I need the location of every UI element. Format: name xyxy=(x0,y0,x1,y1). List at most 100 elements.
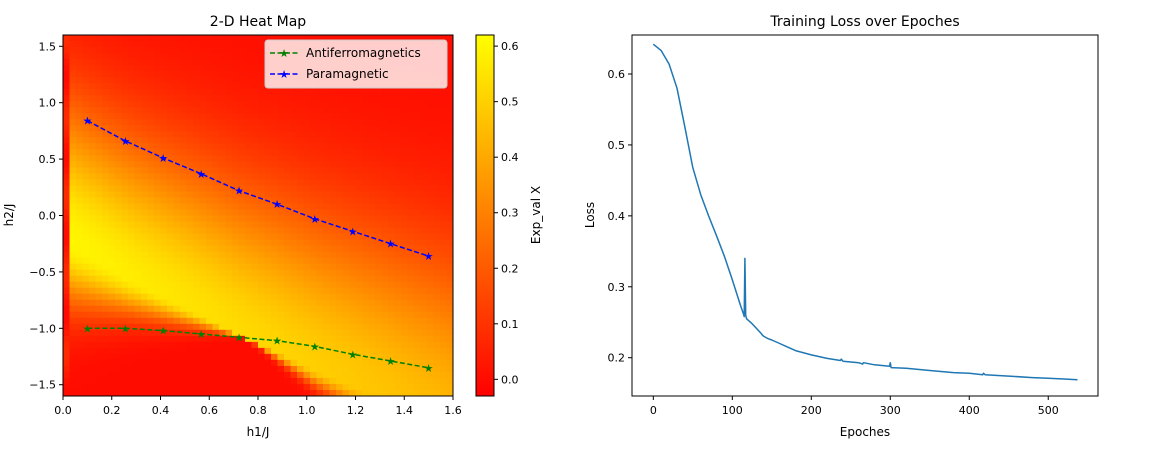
heatmap-cell xyxy=(115,203,123,211)
heatmap-cell xyxy=(258,389,266,396)
heatmap-cell xyxy=(115,239,123,247)
heatmap-cell xyxy=(167,221,175,229)
heatmap-cell xyxy=(303,233,311,241)
heatmap-cell xyxy=(63,83,71,90)
heatmap-cell xyxy=(323,365,331,373)
heatmap-cell xyxy=(277,215,285,223)
heatmap-cell xyxy=(355,329,363,337)
heatmap-cell xyxy=(414,263,422,271)
heatmap-cell xyxy=(141,281,149,289)
heatmap-cell xyxy=(342,131,350,138)
heatmap-cell xyxy=(160,197,168,205)
heatmap-cell xyxy=(238,317,246,325)
heatmap-cell xyxy=(277,353,285,361)
heatmap-cell xyxy=(388,299,396,307)
heatmap-cell xyxy=(245,251,253,259)
heatmap-cell xyxy=(420,35,428,42)
heatmap-cell xyxy=(69,233,77,241)
series-point-paramagnetic: ★ xyxy=(310,213,320,226)
heatmap-cell xyxy=(147,191,155,199)
heatmap-cell xyxy=(375,197,383,205)
heatmap-cell xyxy=(82,197,90,205)
heatmap-cell xyxy=(108,275,116,283)
heatmap-cell xyxy=(284,335,292,343)
heatmap-cell xyxy=(82,89,90,96)
heatmap-cell xyxy=(323,281,331,289)
heatmap-cell xyxy=(277,137,285,144)
series-point-antiferromagnetics: ★ xyxy=(196,328,206,341)
heatmap-cell xyxy=(329,215,337,223)
heatmap-cell xyxy=(303,365,311,373)
heatmap-cell xyxy=(167,275,175,283)
heatmap-cell xyxy=(128,65,136,72)
heatmap-cell xyxy=(427,101,435,108)
heatmap-cell xyxy=(433,347,441,355)
heatmap-cell xyxy=(310,299,318,307)
heatmap-cell xyxy=(355,221,363,229)
heatmap-cell xyxy=(381,185,389,193)
heatmap-cell xyxy=(427,161,435,168)
heatmap-cell xyxy=(388,95,396,102)
heatmap-cell xyxy=(154,233,162,241)
heatmap-cell xyxy=(394,287,402,295)
heatmap-cell xyxy=(147,131,155,138)
heatmap-cell xyxy=(310,317,318,325)
heatmap-cell xyxy=(154,221,162,229)
heatmap-cell xyxy=(258,377,266,385)
heatmap-legend: ★ Antiferromagnetics ★ Paramagnetic xyxy=(264,39,448,89)
heatmap-cell xyxy=(414,203,422,211)
heatmap-cell xyxy=(76,209,84,217)
heatmap-cell xyxy=(355,359,363,367)
heatmap-cell xyxy=(264,173,272,180)
heatmap-cell xyxy=(251,311,259,319)
heatmap-cell xyxy=(160,269,168,277)
heatmap-cell xyxy=(141,305,149,313)
heatmap-cell xyxy=(310,227,318,235)
heatmap-cell xyxy=(193,197,201,205)
heatmap-cell xyxy=(420,221,428,229)
heatmap-cell xyxy=(401,383,409,391)
heatmap-cell xyxy=(160,311,168,319)
heatmap-cell xyxy=(310,305,318,313)
heatmap-cell xyxy=(206,197,214,205)
heatmap-cell xyxy=(258,305,266,313)
heatmap-cell xyxy=(173,83,181,90)
heatmap-cell xyxy=(381,299,389,307)
heatmap-cell xyxy=(271,251,279,259)
heatmap-cell xyxy=(407,101,415,108)
heatmap-cell xyxy=(271,173,279,180)
heatmap-cell xyxy=(180,311,188,319)
heatmap-cell xyxy=(368,197,376,205)
heatmap-cell xyxy=(245,215,253,223)
heatmap-cell xyxy=(258,77,266,84)
heatmap-cell xyxy=(108,71,116,78)
heatmap-cell xyxy=(186,113,194,120)
heatmap-cell xyxy=(297,245,305,253)
heatmap-cell xyxy=(414,239,422,247)
heatmap-cell xyxy=(134,215,142,223)
heatmap-cell xyxy=(199,107,207,114)
heatmap-cell xyxy=(368,383,376,391)
heatmap-cell xyxy=(128,143,136,150)
heatmap-cell xyxy=(173,185,181,193)
heatmap-cell xyxy=(160,227,168,235)
heatmap-cell xyxy=(245,335,253,343)
heatmap-cell xyxy=(362,149,370,156)
heatmap-cell xyxy=(212,173,220,180)
heatmap-cell xyxy=(316,119,324,126)
heatmap-cell xyxy=(206,113,214,120)
heatmap-cell xyxy=(401,173,409,180)
heatmap-cell xyxy=(381,263,389,271)
heatmap-cell xyxy=(147,389,155,396)
heatmap-cell xyxy=(407,239,415,247)
heatmap-cell xyxy=(342,251,350,259)
heatmap-cell xyxy=(206,221,214,229)
heatmap-cell xyxy=(108,125,116,132)
heatmap-cell xyxy=(323,221,331,229)
series-point-paramagnetic: ★ xyxy=(120,135,130,148)
heatmap-cell xyxy=(427,389,435,396)
heatmap-cell xyxy=(277,341,285,349)
heatmap-cell xyxy=(238,233,246,241)
heatmap-cell xyxy=(310,167,318,174)
heatmap-cell xyxy=(297,179,305,187)
